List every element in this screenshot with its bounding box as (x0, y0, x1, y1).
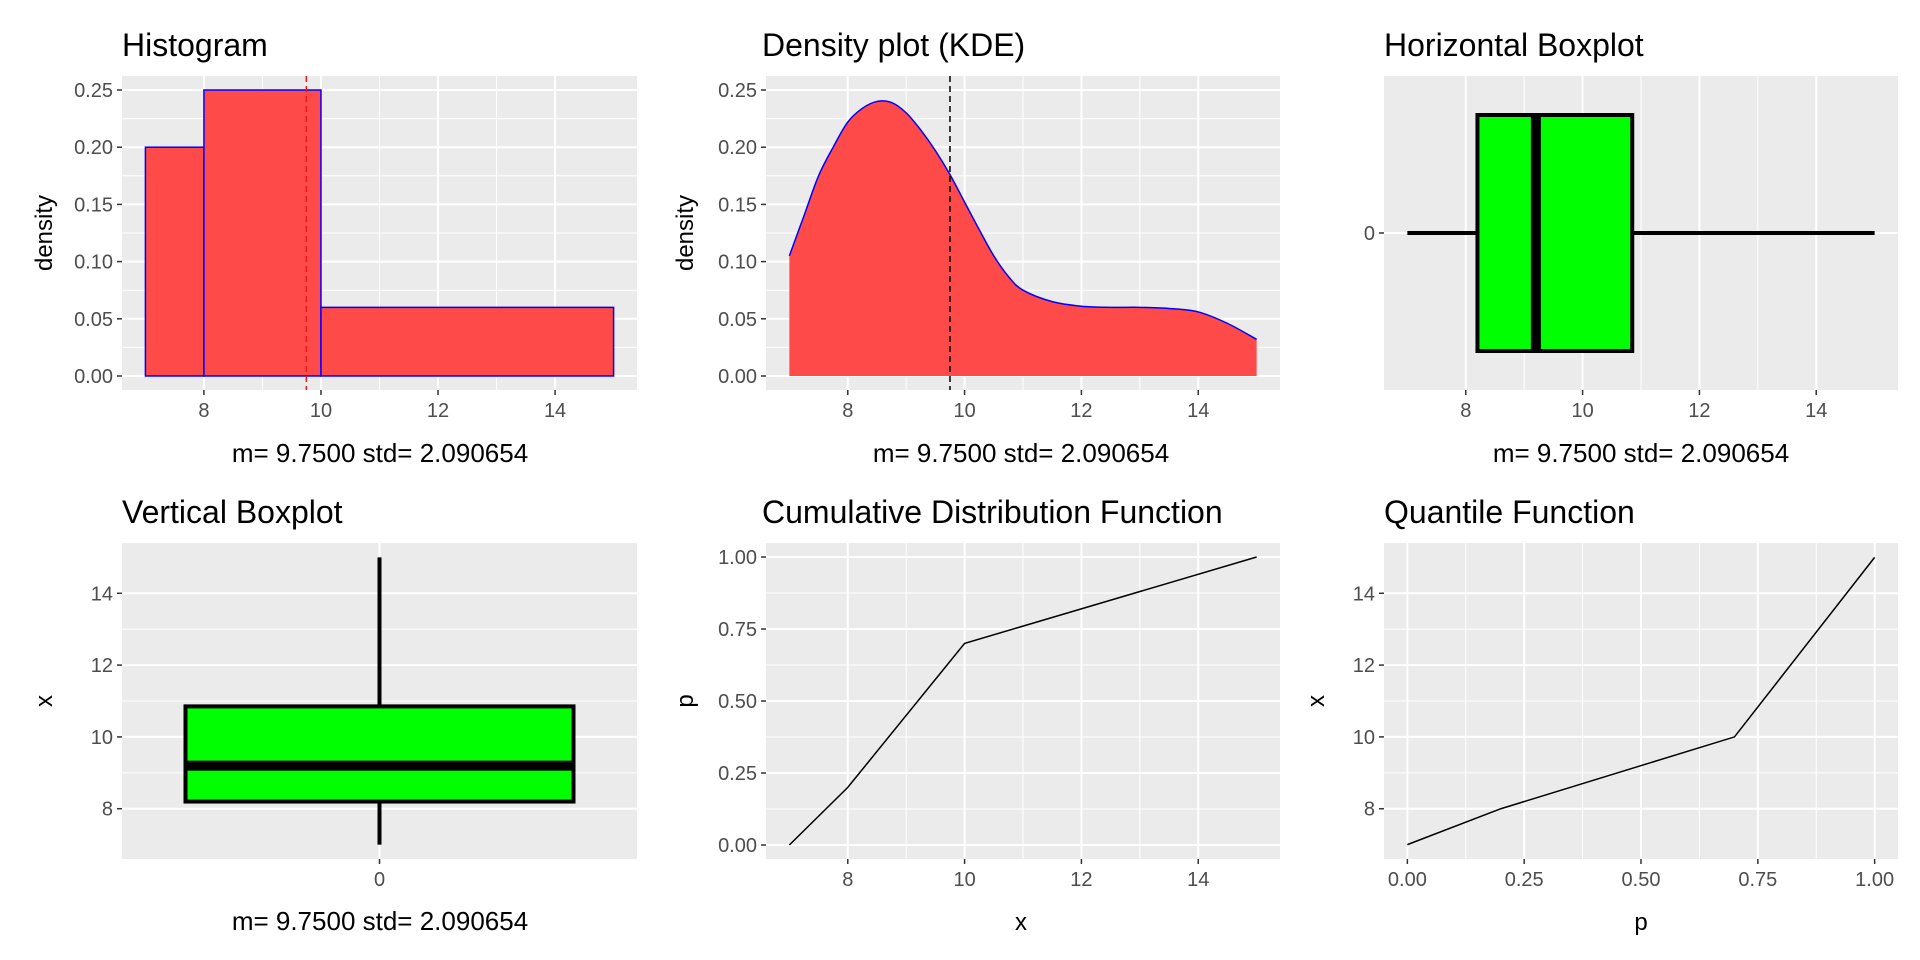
vertical-boxplot-box (183, 704, 576, 804)
quantile-y-tick-label: 10 (1353, 727, 1375, 749)
vertical-boxplot-x-tick-label: 0 (374, 869, 385, 891)
cdf-y-label: p (672, 694, 699, 707)
vertical-boxplot-caption: m= 9.7500 std= 2.090654 (232, 906, 528, 936)
horizontal-boxplot-caption: m= 9.7500 std= 2.090654 (1493, 438, 1789, 468)
vertical-boxplot-marks: 8 10 12 14 0 (91, 543, 637, 891)
vertical-boxplot-y-tick-label: 12 (91, 655, 113, 677)
quantile-y-tick-label: 14 (1353, 583, 1375, 605)
cdf-x-label: x (1015, 909, 1027, 936)
cdf-y-tick-label: 0.50 (718, 691, 757, 713)
vertical-boxplot-y-tick-label: 10 (91, 727, 113, 749)
quantile-x-tick-label: 1.00 (1855, 869, 1894, 891)
histogram-bar (203, 89, 322, 377)
cdf-line (788, 556, 1257, 846)
vertical-boxplot-y-tick-label: 14 (91, 583, 113, 605)
histogram-panel: Histogram 8 10 12 14 0.00 0.05 0.10 0.15 0.20 0.2… (31, 27, 637, 468)
histogram-caption: m= 9.7500 std= 2.090654 (232, 438, 528, 468)
cdf-x-tick-label: 14 (1187, 869, 1209, 891)
cdf-y-tick-label: 0.75 (718, 619, 757, 641)
horizontal-boxplot-y-tick-label: 0 (1364, 223, 1375, 245)
histogram-bar (320, 306, 615, 377)
horizontal-boxplot-x-tick-label: 10 (1571, 400, 1593, 422)
histogram-y-tick-label: 0.10 (74, 252, 113, 274)
cdf-y-tick-label: 0.25 (718, 763, 757, 785)
cdf-y-tick-label: 0.00 (718, 835, 757, 857)
density-y-tick-label: 0.20 (718, 137, 757, 159)
horizontal-boxplot-box (1475, 113, 1635, 353)
density-y-tick-label: 0.00 (718, 366, 757, 388)
cdf-x-tick-label: 8 (842, 869, 853, 891)
histogram-x-tick-label: 12 (427, 400, 449, 422)
vertical-boxplot-title: Vertical Boxplot (122, 494, 343, 530)
vertical-boxplot-panel: Vertical Boxplot 8 10 12 14 0 x m= 9.7500 st… (31, 494, 637, 936)
cdf-marks: 8 10 12 14 0.00 0.25 0.50 0.75 1.00 (718, 543, 1280, 891)
quantile-x-tick-label: 0.25 (1505, 869, 1544, 891)
horizontal-boxplot-x-tick-label: 8 (1460, 400, 1471, 422)
quantile-y-label: x (1303, 695, 1330, 707)
quantile-x-tick-label: 0.75 (1738, 869, 1777, 891)
quantile-marks: 0.00 0.25 0.50 0.75 1.00 8 10 12 14 (1353, 543, 1898, 891)
histogram-x-tick-label: 14 (544, 400, 566, 422)
cdf-panel: Cumulative Distribution Function 8 10 12 14… (672, 494, 1280, 936)
density-y-tick-label: 0.25 (718, 80, 757, 102)
histogram-y-label: density (31, 195, 58, 271)
cdf-x-tick-label: 10 (953, 869, 975, 891)
density-y-tick-label: 0.10 (718, 252, 757, 274)
cdf-title: Cumulative Distribution Function (762, 494, 1223, 530)
density-y-tick-label: 0.05 (718, 309, 757, 331)
density-panel: Density plot (KDE) 8 10 12 14 0.00 0.05 0.10 0.… (672, 27, 1280, 468)
density-y-label: density (672, 195, 699, 271)
quantile-panel: Quantile Function 0.00 0.25 0.50 0.75 1.00 8 1… (1303, 494, 1898, 936)
histogram-y-tick-label: 0.25 (74, 80, 113, 102)
quantile-x-label: p (1634, 909, 1647, 936)
vertical-boxplot-y-label: x (31, 695, 58, 707)
density-marks: 8 10 12 14 0.00 0.05 0.10 0.15 0.20 0.25 (718, 76, 1280, 422)
histogram-y-tick-label: 0.00 (74, 366, 113, 388)
horizontal-boxplot-panel: Horizontal Boxplot 8 10 12 14 0 m= 9.7500 st… (1364, 27, 1898, 468)
histogram-marks: 8 10 12 14 0.00 0.05 0.10 0.15 0.20 0.25 (74, 76, 637, 422)
histogram-x-tick-label: 10 (310, 400, 332, 422)
histogram-x-tick-label: 8 (198, 400, 209, 422)
horizontal-boxplot-x-tick-label: 12 (1688, 400, 1710, 422)
cdf-y-tick-label: 1.00 (718, 547, 757, 569)
histogram-y-tick-label: 0.05 (74, 309, 113, 331)
density-area (789, 100, 1257, 377)
vertical-boxplot-y-tick-label: 8 (102, 799, 113, 821)
quantile-title: Quantile Function (1384, 494, 1635, 530)
quantile-y-tick-label: 8 (1364, 799, 1375, 821)
density-x-tick-label: 8 (842, 400, 853, 422)
density-title: Density plot (KDE) (762, 27, 1025, 63)
density-caption: m= 9.7500 std= 2.090654 (873, 438, 1169, 468)
cdf-x-tick-label: 12 (1070, 869, 1092, 891)
density-curve (788, 100, 1258, 341)
density-x-tick-label: 12 (1070, 400, 1092, 422)
histogram-y-tick-label: 0.20 (74, 137, 113, 159)
quantile-line (1407, 556, 1876, 846)
density-x-tick-label: 10 (953, 400, 975, 422)
histogram-title: Histogram (122, 27, 268, 63)
horizontal-boxplot-x-tick-label: 14 (1805, 400, 1827, 422)
quantile-x-tick-label: 0.00 (1388, 869, 1427, 891)
quantile-y-tick-label: 12 (1353, 655, 1375, 677)
horizontal-boxplot-marks: 8 10 12 14 0 (1364, 76, 1898, 422)
quantile-x-tick-label: 0.50 (1622, 869, 1661, 891)
density-x-tick-label: 14 (1187, 400, 1209, 422)
density-y-tick-label: 0.15 (718, 194, 757, 216)
horizontal-boxplot-title: Horizontal Boxplot (1384, 27, 1644, 63)
histogram-bar (144, 146, 205, 377)
histogram-y-tick-label: 0.15 (74, 194, 113, 216)
